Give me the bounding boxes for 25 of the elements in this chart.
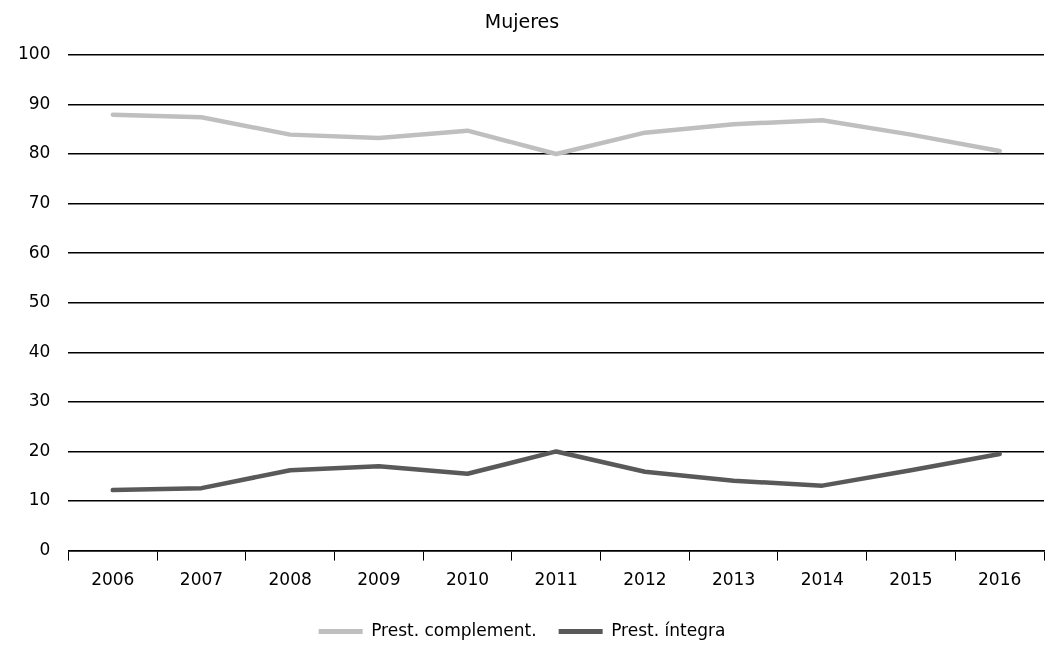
y-tick-label: 60: [28, 241, 51, 262]
chart-title: Mujeres: [484, 10, 560, 33]
x-tick-label: 2007: [179, 569, 224, 590]
y-tick-label: 80: [28, 142, 51, 163]
y-tick-label: 10: [28, 489, 51, 510]
y-tick-label: 40: [28, 340, 51, 361]
x-tick-label: 2013: [711, 569, 756, 590]
x-tick-label: 2014: [800, 569, 844, 590]
y-tick-label: 90: [28, 92, 51, 113]
y-tick-label: 0: [39, 539, 51, 560]
x-tick-label: 2015: [889, 569, 933, 590]
x-tick-label: 2006: [91, 569, 135, 590]
x-tick-label: 2012: [623, 569, 667, 590]
x-tick-label: 2011: [534, 569, 578, 590]
x-tick-label: 2016: [978, 569, 1022, 590]
legend-label: Prest. complement.: [371, 619, 537, 640]
x-tick-label: 2010: [445, 569, 490, 590]
y-tick-label: 30: [28, 390, 51, 411]
x-tick-label: 2008: [268, 569, 312, 590]
y-tick-label: 20: [28, 439, 51, 460]
x-tick-label: 2009: [357, 569, 401, 590]
y-tick-label: 70: [28, 191, 51, 212]
legend-label: Prest. íntegra: [611, 619, 726, 640]
y-tick-label: 100: [17, 43, 51, 64]
y-tick-label: 50: [28, 291, 51, 312]
